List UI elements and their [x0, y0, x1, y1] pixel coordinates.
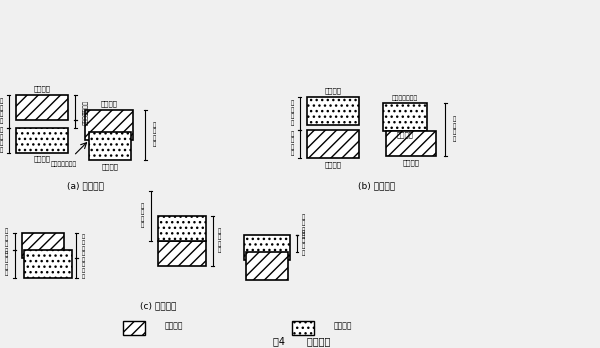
FancyBboxPatch shape [383, 103, 427, 131]
FancyBboxPatch shape [22, 233, 64, 258]
Text: 最
大
过
盈: 最 大 过 盈 [290, 101, 293, 126]
Text: 轴公差带: 轴公差带 [324, 88, 341, 94]
Text: 最大间隙: 最大间隙 [83, 111, 89, 125]
Text: 图4       三类配合: 图4 三类配合 [273, 337, 331, 347]
Text: 轴
公
差
带: 轴 公 差 带 [82, 234, 85, 256]
Text: 最
大
间
隙: 最 大 间 隙 [4, 229, 8, 254]
Text: 孔公差带: 孔公差带 [324, 161, 341, 168]
Text: 最
小
间
隙: 最 小 间 隙 [0, 99, 2, 124]
Text: 最
大
过
盈: 最 大 过 盈 [4, 251, 8, 276]
Text: 轴公差带: 轴公差带 [334, 321, 352, 330]
Text: 孔公差带: 孔公差带 [165, 321, 184, 330]
Text: 最
大
间
隙: 最 大 间 隙 [153, 122, 156, 148]
FancyBboxPatch shape [158, 241, 206, 266]
Text: 孔公差带: 孔公差带 [101, 101, 118, 107]
FancyBboxPatch shape [16, 95, 68, 120]
Text: 最小间隙: 最小间隙 [83, 100, 89, 114]
FancyBboxPatch shape [85, 110, 133, 140]
Text: 最
大
间
隙: 最 大 间 隙 [302, 214, 305, 239]
Text: (a) 间隙配合: (a) 间隙配合 [67, 181, 104, 190]
Text: 孔公差带: 孔公差带 [397, 132, 414, 138]
Text: 最
大
间
隙: 最 大 间 隙 [140, 203, 143, 228]
Text: 轴公差带: 轴公差带 [33, 156, 50, 162]
Text: 最小间隙等于零: 最小间隙等于零 [50, 161, 77, 167]
FancyBboxPatch shape [158, 216, 206, 241]
Text: 孔
公
差
带: 孔 公 差 带 [82, 256, 85, 279]
FancyBboxPatch shape [307, 97, 359, 125]
FancyBboxPatch shape [123, 321, 145, 335]
FancyBboxPatch shape [307, 130, 359, 158]
FancyBboxPatch shape [292, 321, 314, 335]
Text: 最
小
过
盈: 最 小 过 盈 [290, 131, 293, 156]
FancyBboxPatch shape [89, 132, 131, 160]
FancyBboxPatch shape [247, 252, 288, 280]
Text: 孔公差带: 孔公差带 [403, 159, 420, 166]
FancyBboxPatch shape [24, 250, 71, 278]
Text: (c) 过渡配合: (c) 过渡配合 [140, 301, 176, 310]
Text: 孔公差带: 孔公差带 [33, 86, 50, 92]
Text: 最大过盈等于零: 最大过盈等于零 [392, 95, 418, 101]
FancyBboxPatch shape [16, 128, 68, 153]
Text: 最
大
过
盈: 最 大 过 盈 [218, 228, 221, 253]
FancyBboxPatch shape [386, 131, 436, 156]
Text: 最
大
间
隙: 最 大 间 隙 [0, 128, 2, 153]
FancyBboxPatch shape [244, 235, 290, 260]
Text: (b) 过盈配合: (b) 过盈配合 [358, 181, 395, 190]
Text: 轴公差带: 轴公差带 [102, 164, 119, 170]
Text: 最
大
过
盈: 最 大 过 盈 [453, 117, 456, 142]
Text: 最
大
过
盈: 最 大 过 盈 [302, 231, 305, 256]
